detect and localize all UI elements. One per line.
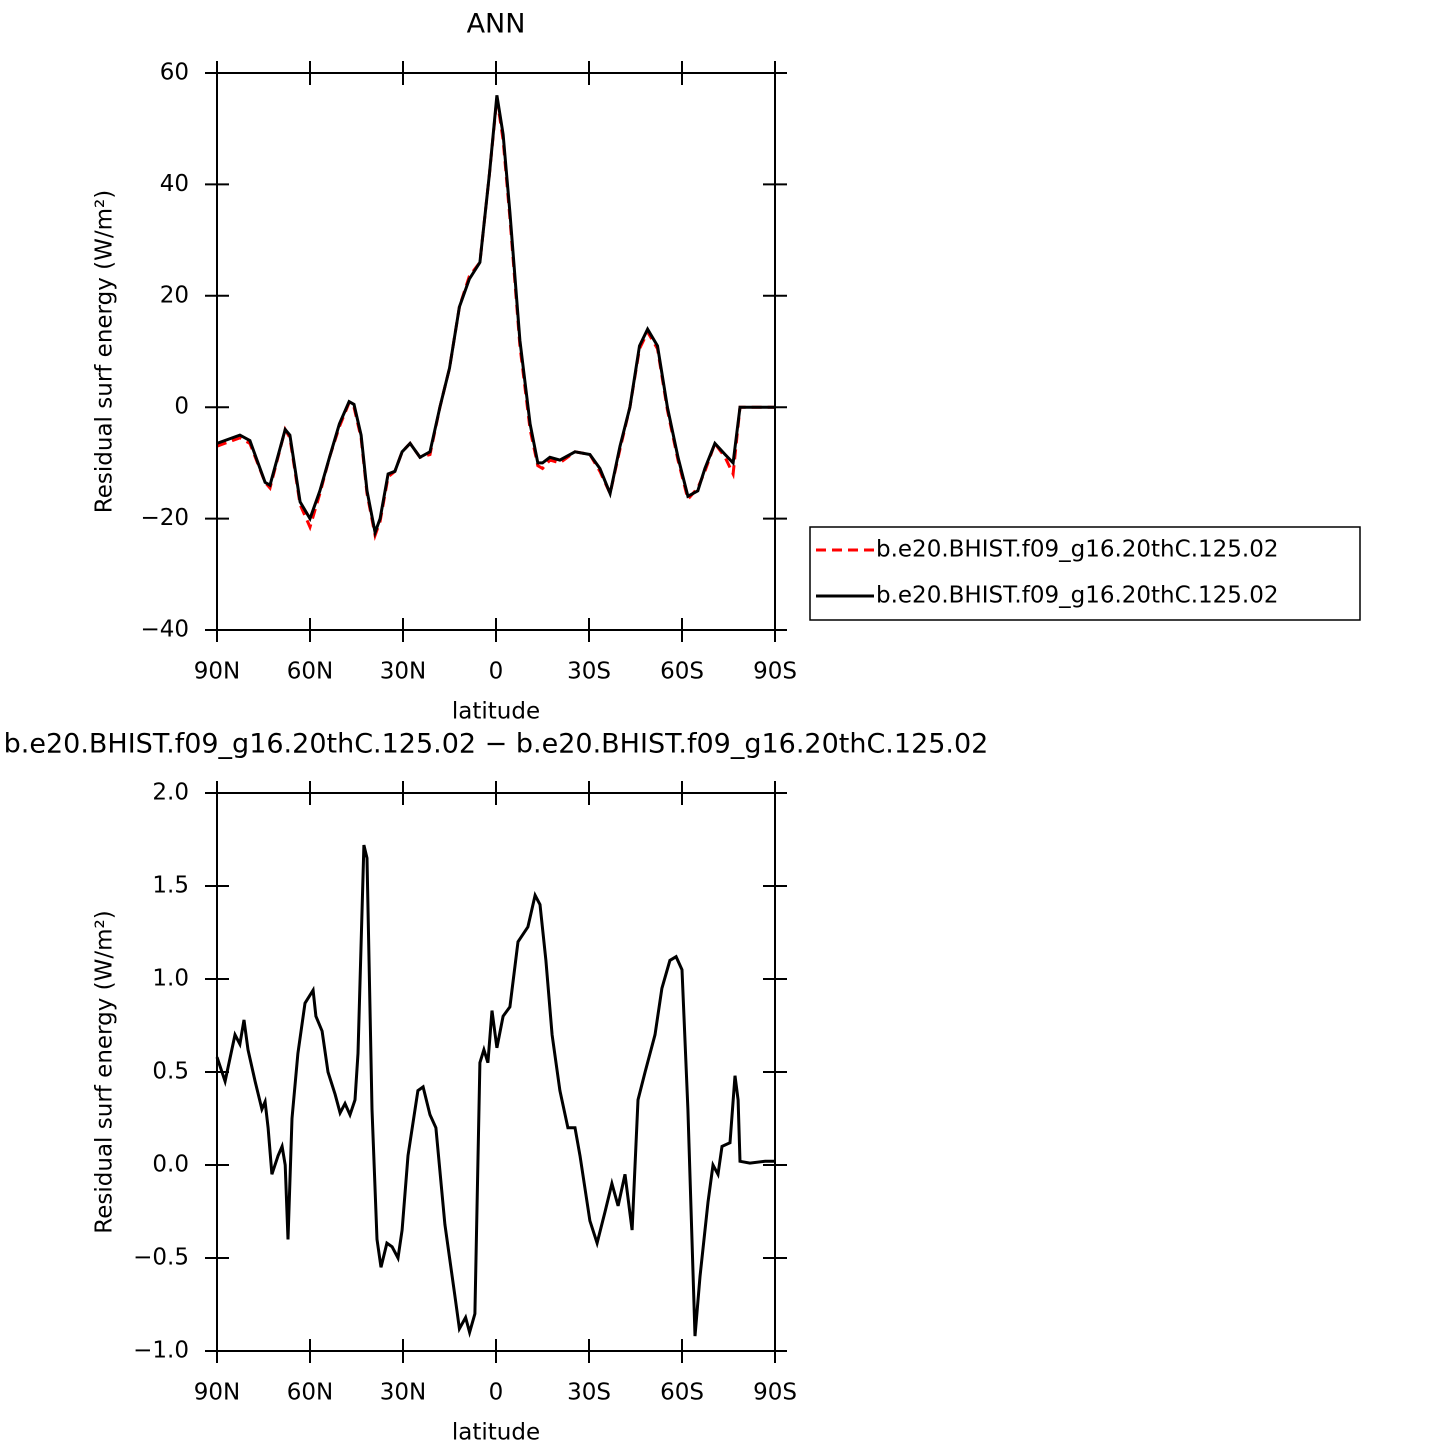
plot-frame [216,792,776,1352]
y-tick-label: 0.5 [152,1059,189,1085]
x-tick-label: 60N [287,659,333,685]
x-tick-label: 30N [380,1380,426,1406]
x-tick-label: 30S [567,1380,611,1406]
legend-label: b.e20.BHIST.f09_g16.20thC.125.02 [876,537,1278,563]
x-tick-label: 60S [660,659,704,685]
data-line [216,97,775,541]
y-tick-label: 1.5 [152,873,189,899]
x-tick-label: 90S [753,659,797,685]
y-tick-label: 0.0 [152,1152,189,1178]
x-tick-label: 30S [567,659,611,685]
y-axis-label: Residual surf energy (W/m²) [92,190,118,513]
chart-title: ANN [467,9,526,40]
x-axis-label: latitude [452,1420,540,1446]
x-tick-label: 90N [194,659,240,685]
y-axis-label: Residual surf energy (W/m²) [92,910,118,1233]
y-tick-label: 2.0 [152,780,189,806]
y-tick-label: −1.0 [133,1338,189,1364]
y-tick-label: 20 [160,282,189,308]
x-axis-label: latitude [452,699,540,725]
plot-frame [216,72,776,631]
y-tick-label: −40 [140,617,189,643]
x-tick-label: 60N [287,1380,333,1406]
y-tick-label: 60 [160,60,189,86]
y-tick-label: 1.0 [152,966,189,992]
x-tick-label: 90N [194,1380,240,1406]
chart-title: b.e20.BHIST.f09_g16.20thC.125.02 − b.e20… [4,729,989,760]
legend-box [809,526,1361,621]
y-tick-label: −0.5 [133,1245,189,1271]
data-line [216,95,775,539]
y-tick-label: 0 [174,394,189,420]
x-tick-label: 90S [753,1380,797,1406]
data-line [215,844,775,1339]
legend-label: b.e20.BHIST.f09_g16.20thC.125.02 [876,583,1278,609]
y-tick-label: −20 [140,505,189,531]
y-tick-label: 40 [160,171,189,197]
x-tick-label: 0 [489,659,504,685]
x-tick-label: 30N [380,659,426,685]
x-tick-label: 0 [489,1380,504,1406]
x-tick-label: 60S [660,1380,704,1406]
